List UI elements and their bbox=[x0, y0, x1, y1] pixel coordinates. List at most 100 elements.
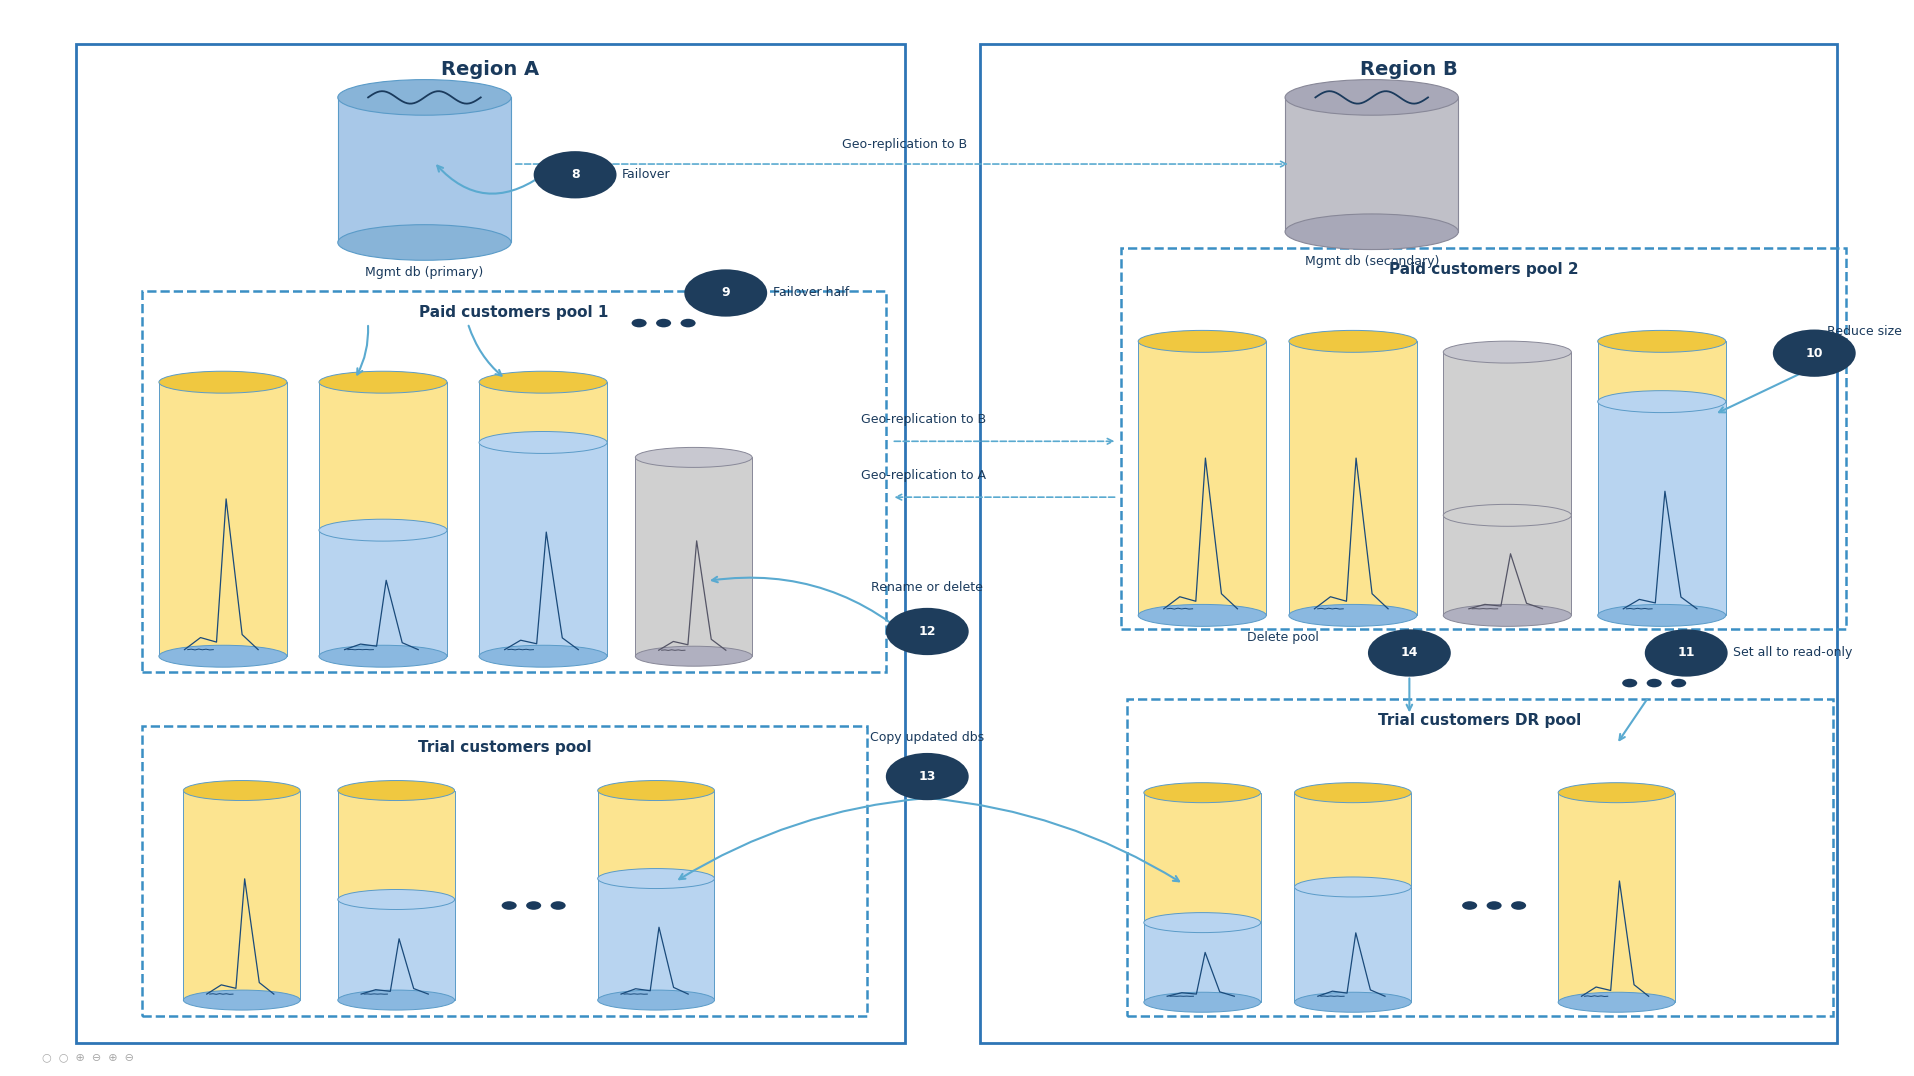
Ellipse shape bbox=[1143, 782, 1259, 803]
Circle shape bbox=[1462, 902, 1476, 910]
Polygon shape bbox=[1558, 793, 1675, 1002]
Polygon shape bbox=[1143, 793, 1259, 922]
Ellipse shape bbox=[337, 780, 454, 801]
Text: Trial customers pool: Trial customers pool bbox=[417, 740, 591, 755]
Text: 11: 11 bbox=[1677, 647, 1694, 660]
Circle shape bbox=[632, 318, 647, 327]
Ellipse shape bbox=[1294, 782, 1411, 803]
Polygon shape bbox=[1288, 341, 1416, 615]
Text: Mgmt db (primary): Mgmt db (primary) bbox=[366, 266, 484, 279]
Text: Set all to read-only: Set all to read-only bbox=[1732, 647, 1851, 660]
Circle shape bbox=[1510, 902, 1525, 910]
Ellipse shape bbox=[1294, 992, 1411, 1013]
Ellipse shape bbox=[597, 780, 714, 801]
Ellipse shape bbox=[1143, 992, 1259, 1013]
Ellipse shape bbox=[184, 780, 300, 801]
Text: Rename or delete: Rename or delete bbox=[871, 581, 982, 594]
Ellipse shape bbox=[478, 646, 607, 667]
Text: Delete pool: Delete pool bbox=[1246, 632, 1319, 645]
Circle shape bbox=[526, 902, 542, 910]
Polygon shape bbox=[1294, 793, 1411, 887]
Polygon shape bbox=[478, 442, 607, 656]
Polygon shape bbox=[478, 382, 607, 442]
Ellipse shape bbox=[1443, 341, 1571, 363]
Text: Paid customers pool 1: Paid customers pool 1 bbox=[419, 305, 609, 320]
Circle shape bbox=[551, 902, 565, 910]
Ellipse shape bbox=[337, 80, 511, 115]
Ellipse shape bbox=[1596, 605, 1725, 626]
Text: ○  ○  ⊕  ⊖  ⊕  ⊖: ○ ○ ⊕ ⊖ ⊕ ⊖ bbox=[42, 1052, 134, 1062]
Text: 9: 9 bbox=[722, 286, 729, 299]
Ellipse shape bbox=[1288, 605, 1416, 626]
Text: Region A: Region A bbox=[440, 60, 540, 79]
Polygon shape bbox=[320, 382, 446, 530]
Polygon shape bbox=[337, 900, 454, 1000]
Polygon shape bbox=[1443, 352, 1571, 515]
Text: 10: 10 bbox=[1805, 346, 1822, 359]
Polygon shape bbox=[184, 791, 300, 1000]
Ellipse shape bbox=[320, 520, 446, 541]
Circle shape bbox=[886, 608, 968, 655]
Text: 8: 8 bbox=[570, 168, 580, 181]
Polygon shape bbox=[1294, 887, 1411, 1002]
Text: Region B: Region B bbox=[1359, 60, 1457, 79]
Ellipse shape bbox=[1558, 782, 1675, 803]
Ellipse shape bbox=[320, 371, 446, 393]
Circle shape bbox=[683, 269, 768, 316]
Ellipse shape bbox=[1294, 877, 1411, 897]
Ellipse shape bbox=[597, 990, 714, 1010]
Polygon shape bbox=[597, 791, 714, 878]
Circle shape bbox=[1671, 679, 1686, 688]
Ellipse shape bbox=[320, 646, 446, 667]
Ellipse shape bbox=[1596, 330, 1725, 352]
Ellipse shape bbox=[1443, 505, 1571, 526]
Text: Trial customers DR pool: Trial customers DR pool bbox=[1378, 713, 1581, 728]
Polygon shape bbox=[159, 382, 287, 656]
Polygon shape bbox=[635, 457, 752, 656]
Polygon shape bbox=[1137, 341, 1265, 615]
Polygon shape bbox=[1284, 98, 1458, 231]
Polygon shape bbox=[597, 878, 714, 1000]
Polygon shape bbox=[337, 98, 511, 242]
Polygon shape bbox=[1596, 401, 1725, 615]
Circle shape bbox=[1367, 629, 1451, 677]
Circle shape bbox=[1485, 902, 1501, 910]
Ellipse shape bbox=[1596, 391, 1725, 412]
Ellipse shape bbox=[478, 431, 607, 453]
Ellipse shape bbox=[1288, 330, 1416, 352]
Ellipse shape bbox=[337, 990, 454, 1010]
Ellipse shape bbox=[1443, 605, 1571, 626]
Text: Failover half: Failover half bbox=[773, 286, 848, 299]
Text: Paid customers pool 2: Paid customers pool 2 bbox=[1388, 261, 1577, 277]
Ellipse shape bbox=[478, 371, 607, 393]
Text: 14: 14 bbox=[1399, 647, 1418, 660]
Ellipse shape bbox=[1137, 605, 1265, 626]
Text: Copy updated dbs: Copy updated dbs bbox=[869, 732, 984, 745]
Polygon shape bbox=[1443, 515, 1571, 615]
Ellipse shape bbox=[1137, 330, 1265, 352]
Text: 13: 13 bbox=[919, 770, 936, 783]
Circle shape bbox=[1772, 329, 1855, 377]
Circle shape bbox=[1646, 679, 1661, 688]
Text: Reduce size: Reduce size bbox=[1826, 325, 1901, 338]
Ellipse shape bbox=[1284, 80, 1458, 115]
Circle shape bbox=[1621, 679, 1636, 688]
Text: Geo-replication to B: Geo-replication to B bbox=[842, 138, 967, 151]
Ellipse shape bbox=[184, 990, 300, 1010]
Ellipse shape bbox=[337, 225, 511, 260]
Circle shape bbox=[886, 753, 968, 801]
Circle shape bbox=[679, 318, 695, 327]
Ellipse shape bbox=[159, 646, 287, 667]
Ellipse shape bbox=[597, 868, 714, 889]
Polygon shape bbox=[1596, 341, 1725, 401]
Text: Failover: Failover bbox=[622, 168, 670, 181]
Ellipse shape bbox=[1284, 214, 1458, 250]
Ellipse shape bbox=[337, 890, 454, 909]
Polygon shape bbox=[1143, 922, 1259, 1002]
Text: Mgmt db (secondary): Mgmt db (secondary) bbox=[1303, 255, 1437, 268]
Text: Geo-replication to A: Geo-replication to A bbox=[861, 469, 986, 482]
Circle shape bbox=[501, 902, 517, 910]
Text: 12: 12 bbox=[919, 625, 936, 638]
Polygon shape bbox=[337, 791, 454, 900]
Ellipse shape bbox=[159, 371, 287, 393]
